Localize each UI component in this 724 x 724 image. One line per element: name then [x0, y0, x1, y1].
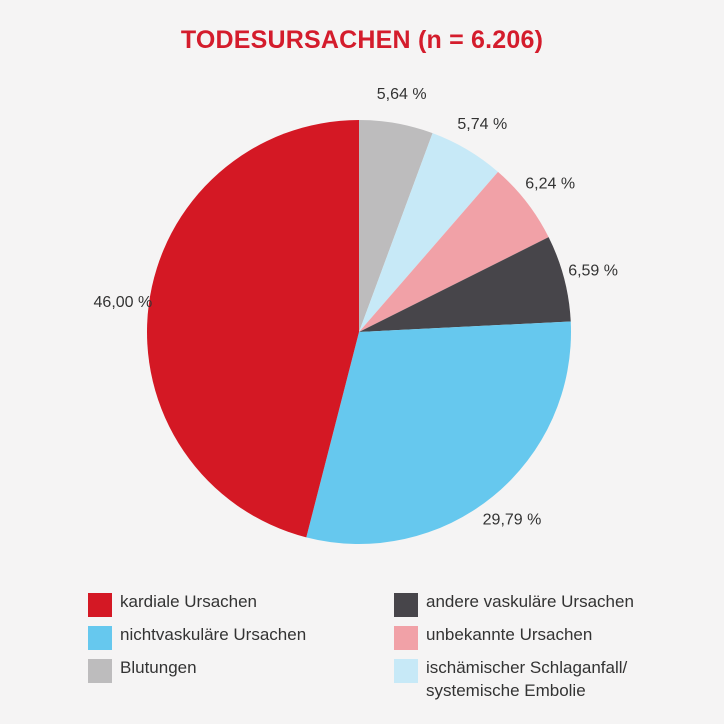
pie-label-andere-vaskuläre-ursachen: 6,59 % — [568, 263, 618, 280]
pie-label-kardiale-ursachen: 46,00 % — [94, 294, 153, 311]
legend-swatch — [394, 593, 418, 617]
legend-label: ischämischer Schlaganfall/ systemische E… — [426, 658, 628, 700]
pie-slice-unbekannte-ursachen — [359, 171, 549, 332]
legend-item-ischaemischer-schlaganfall: ischämischer Schlaganfall/ systemische E… — [394, 656, 627, 702]
legend-label: unbekannte Ursachen — [426, 625, 593, 644]
pie-slice-nichtvaskuläre-ursachen — [306, 321, 572, 545]
pie-slice-blutungen — [359, 120, 433, 332]
pie-label-blutungen: 5,64 % — [377, 86, 427, 103]
legend-item-andere-vaskulaere: andere vaskuläre Ursachen — [394, 590, 634, 617]
legend-swatch — [88, 626, 112, 650]
chart-title: TODESURSACHEN (n = 6.206) — [180, 26, 544, 54]
pie-slice-andere-vaskuläre-ursachen — [359, 237, 571, 332]
legend-item-kardiale: kardiale Ursachen — [88, 590, 257, 617]
legend-label: nichtvaskuläre Ursachen — [120, 625, 307, 644]
legend-label: andere vaskuläre Ursachen — [426, 592, 634, 611]
legend-item-unbekannte: unbekannte Ursachen — [394, 623, 592, 650]
legend-item-blutungen: Blutungen — [88, 656, 197, 683]
pie-slice-kardiale-ursachen — [147, 120, 359, 538]
legend-swatch — [394, 659, 418, 683]
pie-label-ischämischer-schlaganfall-systemische-embolie: 5,74 % — [457, 116, 507, 133]
legend-swatch — [394, 626, 418, 650]
legend-swatch — [88, 659, 112, 683]
legend-swatch — [88, 593, 112, 617]
pie-label-nichtvaskuläre-ursachen: 29,79 % — [483, 512, 542, 529]
pie-slice-ischämischer-schlaganfall-systemische-embolie — [359, 133, 498, 332]
legend-label: Blutungen — [120, 658, 197, 677]
pie-label-unbekannte-ursachen: 6,24 % — [525, 176, 575, 193]
legend-item-nichtvaskulaere: nichtvaskuläre Ursachen — [88, 623, 306, 650]
legend-label: kardiale Ursachen — [120, 592, 258, 611]
